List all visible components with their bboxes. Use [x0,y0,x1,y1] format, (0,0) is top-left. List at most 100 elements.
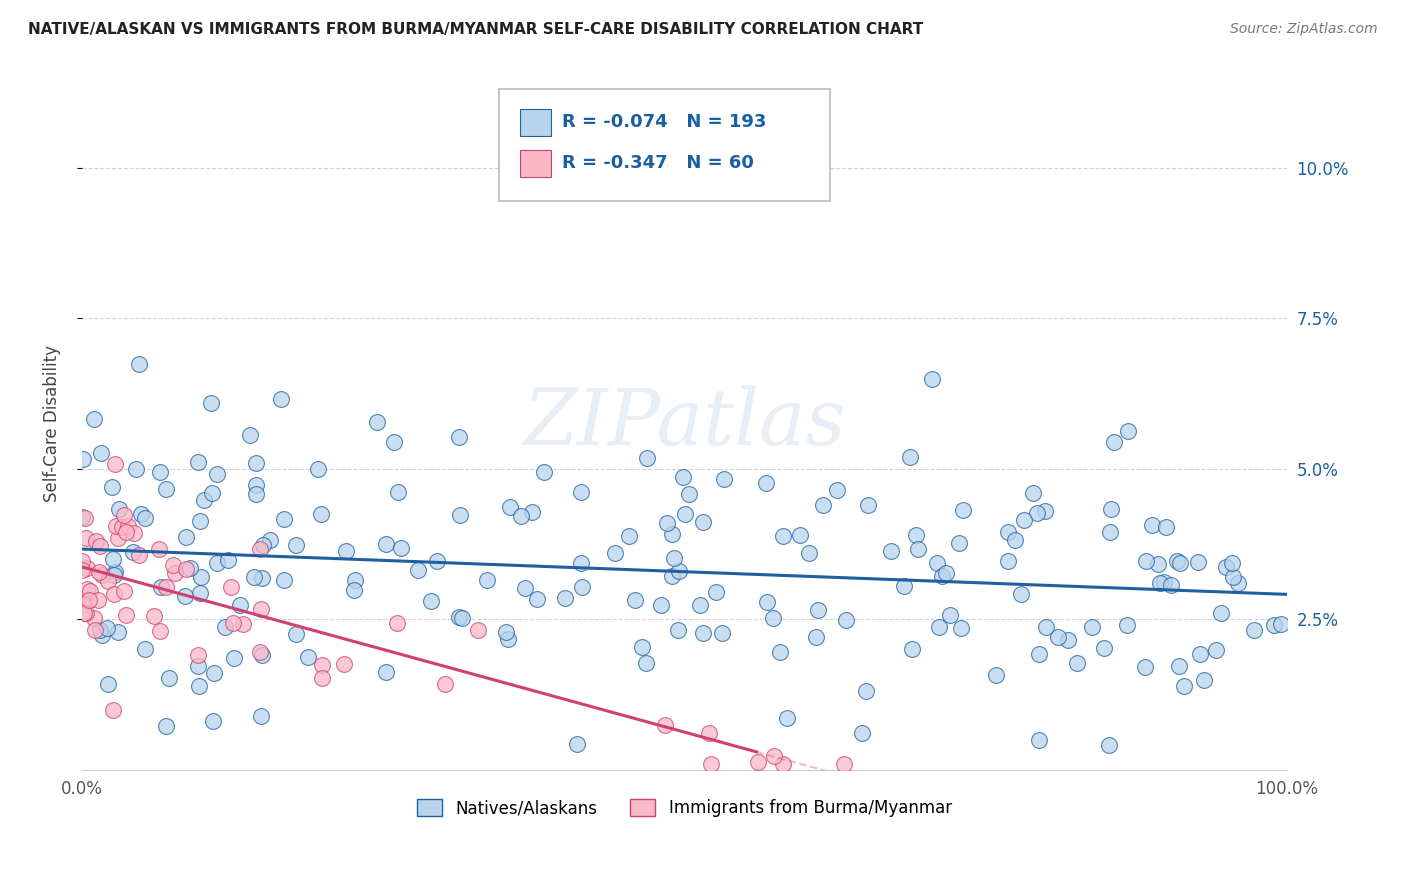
Point [270,392,292,406]
Point [1209,606,1232,620]
Point [1098,738,1121,752]
Point [245,478,267,492]
Point [520,504,543,518]
Text: Source: ZipAtlas.com: Source: ZipAtlas.com [1230,22,1378,37]
Point [1116,618,1139,632]
Point [100,480,122,494]
Point [928,619,950,633]
Point [207,467,229,482]
Point [72,606,94,620]
Point [222,615,245,630]
Point [307,462,329,476]
Point [1153,575,1175,590]
Point [834,756,856,771]
Point [187,659,209,673]
Point [79,584,101,599]
Point [188,514,211,528]
Point [603,546,626,560]
Point [76,582,98,596]
Point [375,537,398,551]
Point [157,671,180,685]
Point [148,541,170,556]
Point [1173,680,1195,694]
Point [1135,660,1157,674]
Point [205,556,228,570]
Point [447,610,470,624]
Point [200,486,222,500]
Point [898,450,921,464]
Point [104,519,127,533]
Point [375,665,398,680]
Point [179,560,201,574]
Point [700,756,723,771]
Point [931,568,953,582]
Point [1215,560,1237,574]
Text: R = -0.347   N = 60: R = -0.347 N = 60 [562,154,754,172]
Point [851,726,873,740]
Text: ZIPatlas: ZIPatlas [523,385,845,462]
Point [1012,513,1035,527]
Point [755,595,778,609]
Point [692,625,714,640]
Point [245,456,267,470]
Point [811,498,834,512]
Point [668,623,690,637]
Point [70,510,93,524]
Point [217,553,239,567]
Point [901,641,924,656]
Point [96,621,118,635]
Point [451,611,474,625]
Point [165,566,187,580]
Point [103,587,125,601]
Point [907,541,929,556]
Point [72,593,94,607]
Point [704,585,727,599]
Point [672,469,695,483]
Point [1092,640,1115,655]
Point [202,665,225,680]
Point [636,451,658,466]
Point [692,516,714,530]
Point [799,546,821,560]
Point [87,566,110,580]
Legend: Natives/Alaskans, Immigrants from Burma/Myanmar: Natives/Alaskans, Immigrants from Burma/… [411,792,959,824]
Point [1035,620,1057,634]
Point [1194,673,1216,687]
Point [174,530,197,544]
Point [668,564,690,578]
Point [1140,517,1163,532]
Point [366,415,388,429]
Point [104,457,127,471]
Point [855,683,877,698]
Point [343,573,366,587]
Point [101,552,124,566]
Point [249,601,271,615]
Point [387,485,409,500]
Point [657,516,679,530]
Point [1102,434,1125,449]
Point [75,606,97,620]
Point [187,454,209,468]
Point [654,718,676,732]
Point [273,573,295,587]
Point [939,608,962,623]
Point [952,503,974,517]
Point [70,554,93,568]
Point [1166,553,1188,567]
Point [108,501,131,516]
Point [83,623,105,637]
Point [1149,576,1171,591]
Point [134,511,156,525]
Point [89,539,111,553]
Point [72,563,94,577]
Point [222,651,245,665]
Point [128,549,150,563]
Point [1098,524,1121,539]
Point [134,641,156,656]
Point [124,525,146,540]
Point [114,607,136,622]
Point [83,412,105,426]
Point [188,586,211,600]
Point [252,538,274,552]
Point [114,524,136,539]
